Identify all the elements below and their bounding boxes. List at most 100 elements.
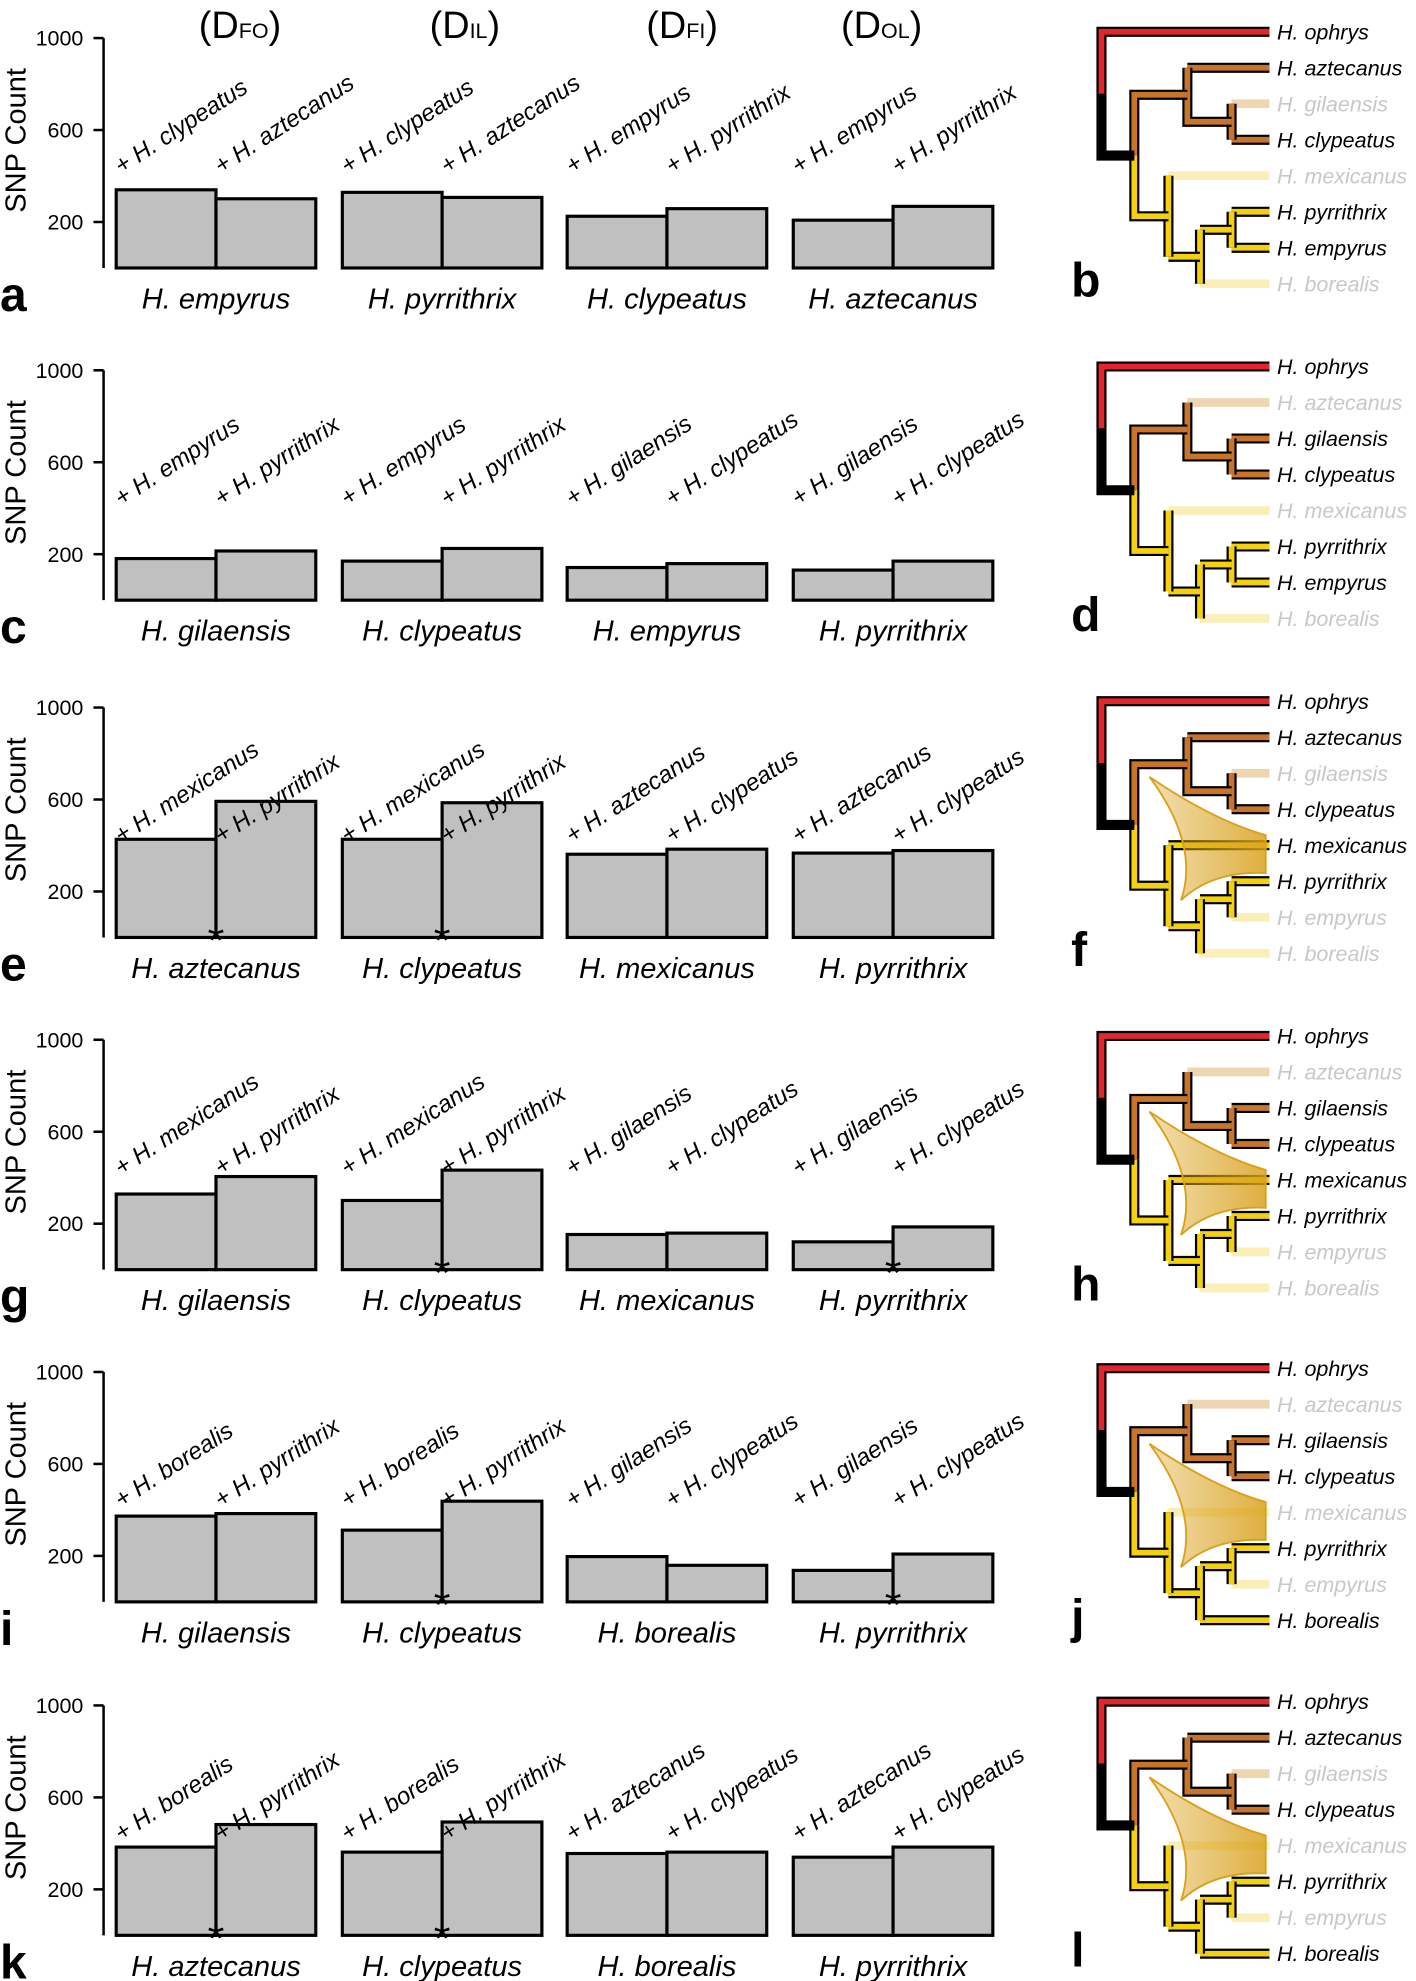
header-close: ) xyxy=(705,5,718,47)
tree-branch-outline xyxy=(1129,424,1188,491)
bar xyxy=(340,1198,444,1272)
tip-label: H. ophrys xyxy=(1277,690,1369,714)
category-label: H. clypeatus xyxy=(362,1951,522,1981)
significance-marker: * xyxy=(434,1582,451,1630)
tree-branch xyxy=(1184,737,1232,795)
bar xyxy=(665,1563,769,1604)
y-axis-label: SNP Count xyxy=(0,1402,32,1547)
bar xyxy=(214,799,318,940)
bar xyxy=(114,1192,218,1272)
tip-label: H. gilaensis xyxy=(1277,1762,1388,1786)
tree-branch-outline xyxy=(1129,1825,1169,1892)
panel-letter: e xyxy=(0,938,27,991)
tree-branch-outline xyxy=(1129,1491,1169,1558)
tip-label: H. borealis xyxy=(1277,1942,1380,1966)
tip-label: H. clypeatus xyxy=(1277,128,1395,152)
panel-letter: d xyxy=(1071,589,1100,642)
bar xyxy=(565,565,669,602)
tip-label: H. mexicanus xyxy=(1277,834,1407,858)
bar xyxy=(891,848,995,940)
y-tick-label: 600 xyxy=(48,451,84,475)
category-label: H. pyrrithrix xyxy=(368,283,518,315)
column-header: (DFO) xyxy=(199,5,281,47)
tree-branch xyxy=(1098,93,1135,159)
y-tick-label: 1000 xyxy=(36,696,84,720)
tree-branch-outline xyxy=(1182,1737,1232,1797)
bar xyxy=(214,1174,318,1272)
y-tick-label: 200 xyxy=(48,1212,84,1236)
tip-label: H. ophrys xyxy=(1277,20,1369,44)
category-label: H. pyrrithrix xyxy=(819,953,969,985)
gene-flow xyxy=(1148,1776,1267,1902)
tree-branch xyxy=(1098,763,1135,828)
panel-letter: a xyxy=(0,269,27,322)
tree-branch xyxy=(1184,1404,1232,1462)
bar xyxy=(340,1528,444,1604)
tip-label: H. aztecanus xyxy=(1277,1726,1403,1750)
bar xyxy=(665,847,769,940)
bar xyxy=(791,1855,895,1937)
tip-label: H. borealis xyxy=(1277,607,1380,631)
tip-label: H. mexicanus xyxy=(1277,499,1407,523)
significance-marker: * xyxy=(434,1249,451,1297)
y-axis-label: SNP Count xyxy=(0,1735,32,1880)
bar xyxy=(340,837,444,940)
header-open: ( xyxy=(430,5,443,47)
bar xyxy=(891,559,995,602)
tip-label: H. aztecanus xyxy=(1277,726,1403,750)
tree-branch-outline xyxy=(1182,1404,1232,1464)
category-label: H. gilaensis xyxy=(141,616,291,648)
tree-branch xyxy=(1098,1763,1135,1829)
header-close: ) xyxy=(269,5,282,47)
tip-label: H. empyrus xyxy=(1277,1573,1387,1597)
tip-label: H. ophrys xyxy=(1277,355,1369,379)
tree-branch xyxy=(1098,428,1135,494)
tip-label: H. pyrrithrix xyxy=(1277,200,1388,224)
bar xyxy=(565,1232,669,1272)
significance-marker: * xyxy=(434,917,451,965)
tip-label: H. pyrrithrix xyxy=(1277,1205,1388,1229)
tip-label: H. ophrys xyxy=(1277,1025,1369,1049)
category-label: H. clypeatus xyxy=(362,1285,522,1317)
bar xyxy=(214,197,318,270)
panel-letter: l xyxy=(1071,1924,1084,1977)
category-label: H. aztecanus xyxy=(131,1951,301,1981)
tree-branch-outline xyxy=(1129,1159,1169,1226)
category-label: H. clypeatus xyxy=(362,953,522,985)
y-tick-label: 200 xyxy=(48,543,84,567)
tip-label: H. gilaensis xyxy=(1277,762,1388,786)
header-subscript: FO xyxy=(239,19,269,43)
bar xyxy=(665,1850,769,1937)
header-subscript: FI xyxy=(686,19,705,43)
bar xyxy=(440,801,544,940)
category-label: H. aztecanus xyxy=(808,283,978,315)
gene-flow xyxy=(1148,1110,1267,1236)
category-label: H. gilaensis xyxy=(141,1617,291,1649)
significance-marker: * xyxy=(885,1249,902,1297)
y-tick-label: 600 xyxy=(48,788,84,812)
tip-label: H. pyrrithrix xyxy=(1277,1537,1388,1561)
tree-branch xyxy=(1131,1159,1169,1224)
tip-label: H. borealis xyxy=(1277,1609,1380,1633)
tip-label: H. ophrys xyxy=(1277,1357,1369,1381)
bar xyxy=(440,1168,544,1272)
column-header: (DFI) xyxy=(646,5,718,47)
tip-label: H. mexicanus xyxy=(1277,1834,1407,1858)
header-symbol: D xyxy=(442,5,469,47)
tip-label: H. clypeatus xyxy=(1277,798,1395,822)
tree-branch-outline xyxy=(1129,490,1169,557)
category-label: H. borealis xyxy=(598,1951,737,1981)
tree-branch xyxy=(1131,1825,1169,1889)
bar xyxy=(665,207,769,270)
y-axis-label: SNP Count xyxy=(0,68,32,213)
bar xyxy=(665,1231,769,1272)
header-symbol: D xyxy=(854,5,881,47)
bar xyxy=(440,1820,544,1937)
bar xyxy=(340,1850,444,1937)
bar xyxy=(114,837,218,940)
header-close: ) xyxy=(487,5,500,47)
header-close: ) xyxy=(910,5,923,47)
bar xyxy=(340,190,444,270)
tree-branch-outline xyxy=(1129,824,1169,891)
